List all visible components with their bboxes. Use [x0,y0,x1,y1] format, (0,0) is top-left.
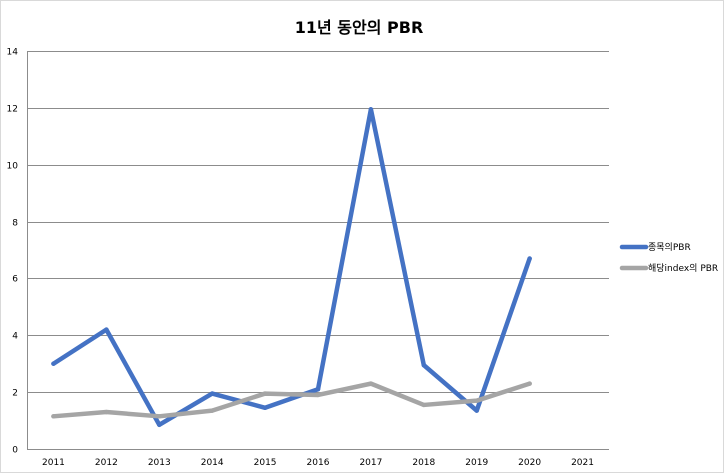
series-line-1 [51,107,532,428]
grid-layer [27,51,609,450]
legend-label: 해당index의 PBR [648,263,718,274]
data-point [527,256,532,261]
chart-title: 11년 동안의 PBR [295,18,424,37]
x-tick-label: 2021 [571,458,594,468]
data-point [421,402,427,408]
y-axis-ticks: 0 2 4 6 8 10 12 14 [7,48,19,456]
data-point [104,409,109,415]
data-point [209,391,215,396]
data-point [474,398,479,403]
y-tick-label: 14 [7,48,19,58]
x-tick-label: 2016 [307,458,330,468]
x-tick-label: 2020 [518,458,541,468]
x-tick-label: 2017 [359,458,382,468]
x-axis-ticks: 2011 2012 2013 2014 2015 2016 2017 2018 2019 2020… [42,458,594,468]
data-point [51,361,56,366]
data-point [368,107,374,112]
x-tick-label: 2013 [148,458,171,468]
y-tick-label: 12 [7,105,18,115]
y-tick-label: 10 [7,162,19,172]
x-tick-label: 2019 [465,458,488,468]
data-point [315,387,321,392]
legend-label: 종목의PBR [648,242,691,253]
x-tick-label: 2015 [254,458,277,468]
data-point [209,408,215,413]
y-tick-label: 8 [12,219,18,229]
y-tick-label: 4 [12,332,18,342]
data-point [157,422,162,428]
series-layer [51,107,532,428]
x-tick-label: 2014 [201,458,224,468]
data-point [368,381,374,386]
data-point [527,381,532,386]
legend: 종목의PBR 해당index의 PBR [619,242,718,274]
y-tick-label: 0 [12,446,18,456]
data-point [315,392,321,398]
x-tick-label: 2018 [412,458,435,468]
y-tick-label: 2 [12,389,18,399]
x-tick-label: 2012 [95,458,118,468]
data-point [474,408,479,413]
data-point [262,405,268,410]
data-point [421,362,427,368]
data-point [51,414,56,419]
data-point [262,391,268,396]
x-tick-label: 2011 [42,458,65,468]
y-tick-label: 6 [12,275,18,285]
series-line-2 [51,381,532,419]
data-point [104,327,109,332]
data-point [157,414,162,419]
